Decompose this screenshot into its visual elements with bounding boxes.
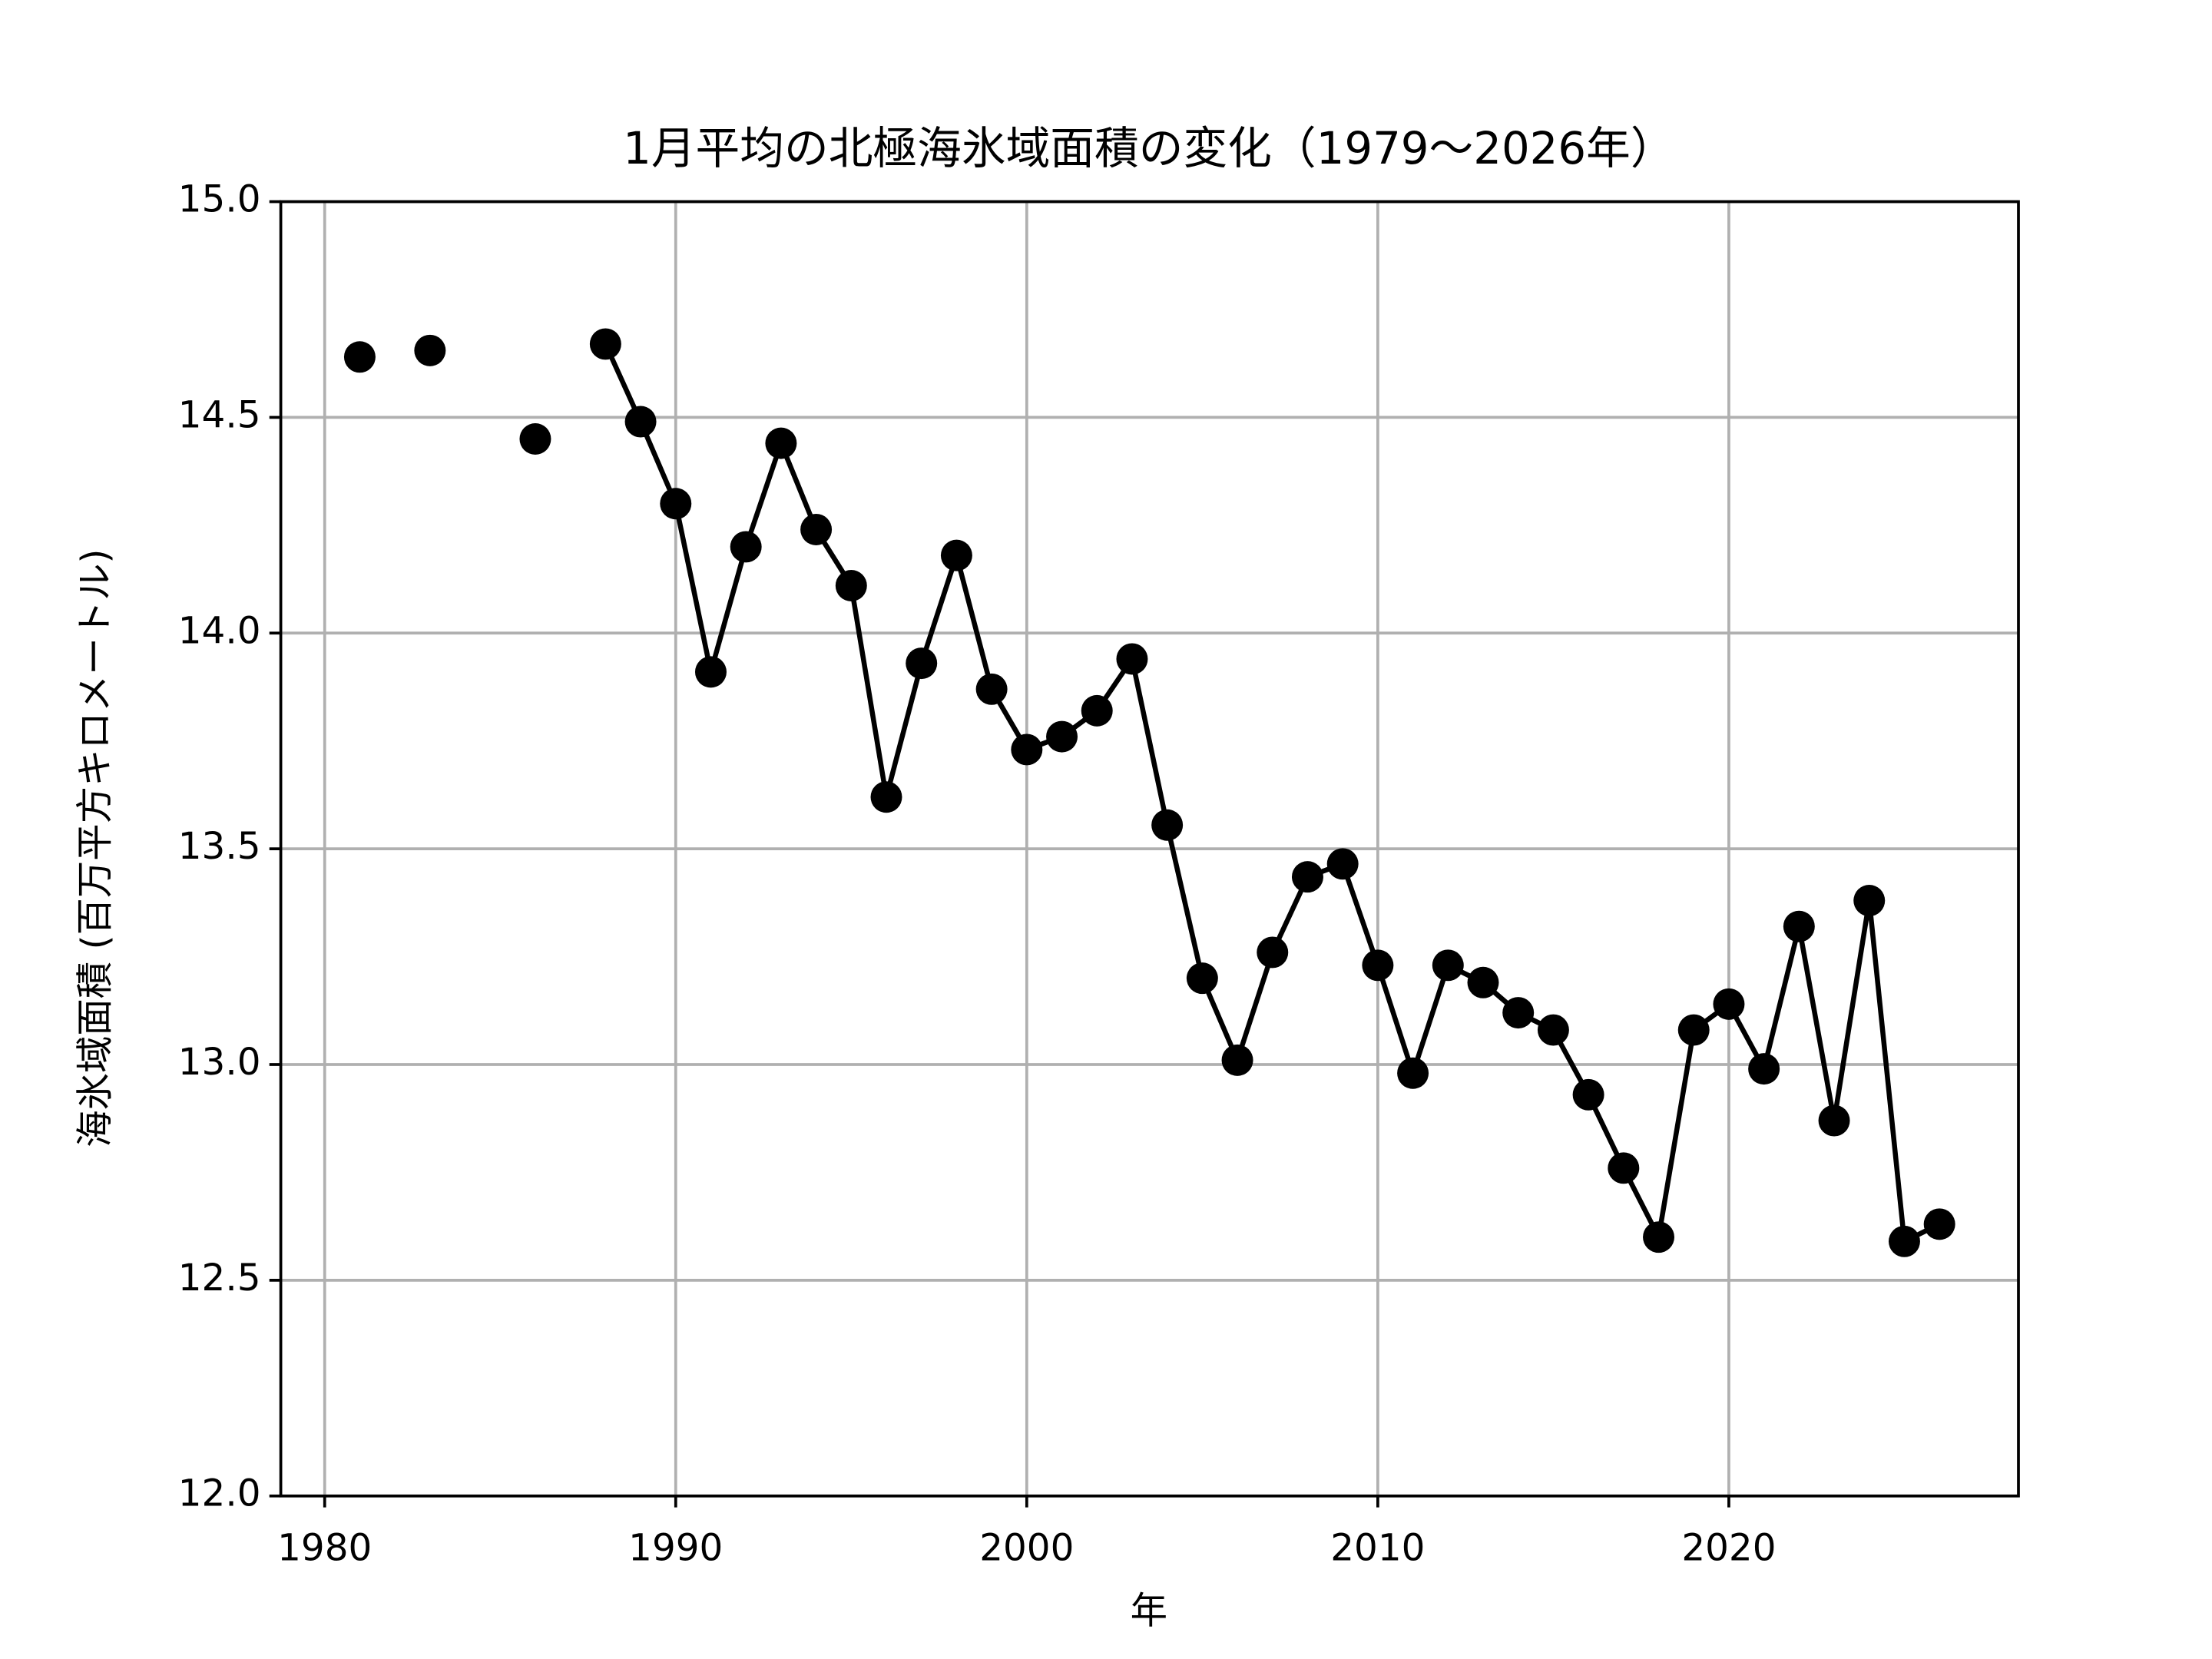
- data-point: [589, 328, 621, 360]
- data-point: [800, 513, 833, 545]
- series-line: [603, 343, 1941, 1244]
- x-tick-label: 1990: [628, 1526, 723, 1569]
- data-point: [624, 406, 657, 438]
- x-tick-label: 1980: [277, 1526, 372, 1569]
- data-point: [1537, 1014, 1569, 1046]
- data-point: [1432, 949, 1464, 982]
- data-point: [1608, 1152, 1640, 1184]
- data-point: [906, 647, 938, 680]
- data-point: [1888, 1225, 1920, 1257]
- y-tick-label: 13.5: [178, 825, 261, 868]
- data-point: [1748, 1053, 1780, 1085]
- data-point: [1326, 848, 1359, 880]
- data-point: [1397, 1057, 1429, 1089]
- data-point: [1081, 694, 1113, 727]
- data-point: [1186, 962, 1218, 995]
- x-axis-label: 年: [1131, 1589, 1167, 1632]
- data-point: [519, 423, 551, 455]
- y-tick-label: 14.0: [178, 609, 261, 652]
- data-point: [1116, 643, 1148, 675]
- data-point: [1853, 885, 1886, 917]
- data-point: [1467, 966, 1499, 998]
- y-tick-label: 12.5: [178, 1257, 261, 1300]
- data-point: [1713, 988, 1745, 1020]
- data-point: [1783, 910, 1815, 942]
- data-point: [1362, 949, 1394, 982]
- data-point: [1257, 936, 1289, 969]
- data-point: [1818, 1104, 1850, 1137]
- data-point: [343, 341, 376, 373]
- data-point: [765, 427, 797, 459]
- data-point: [1677, 1014, 1710, 1046]
- y-tick-label: 15.0: [178, 178, 261, 221]
- data-point: [694, 656, 727, 688]
- data-point: [835, 570, 867, 601]
- x-tick-label: 2000: [979, 1526, 1074, 1569]
- data-point: [1923, 1208, 1955, 1240]
- data-point: [1221, 1044, 1253, 1076]
- data-point: [1643, 1221, 1675, 1253]
- data-point: [730, 531, 762, 563]
- x-tick-label: 2010: [1330, 1526, 1425, 1569]
- data-point: [1291, 861, 1323, 893]
- y-tick-label: 12.0: [178, 1472, 261, 1515]
- data-point: [414, 334, 446, 366]
- data-point: [1151, 809, 1184, 841]
- data-point: [1011, 733, 1043, 766]
- data-point: [660, 488, 692, 520]
- data-point: [1046, 720, 1078, 753]
- x-tick-label: 2020: [1681, 1526, 1776, 1569]
- data-point: [870, 781, 902, 813]
- y-tick-label: 14.5: [178, 393, 261, 436]
- data-point: [1502, 997, 1535, 1029]
- data-point: [940, 539, 972, 571]
- data-point: [1572, 1078, 1604, 1111]
- y-tick-label: 13.0: [178, 1041, 261, 1084]
- plot-frame: [279, 200, 2020, 1498]
- chart-title: 1月平均の北極海氷域面積の変化（1979〜2026年）: [623, 122, 1674, 174]
- data-point: [975, 673, 1008, 705]
- y-axis-label: 海氷域面積 (百万平方キロメートル): [74, 549, 117, 1147]
